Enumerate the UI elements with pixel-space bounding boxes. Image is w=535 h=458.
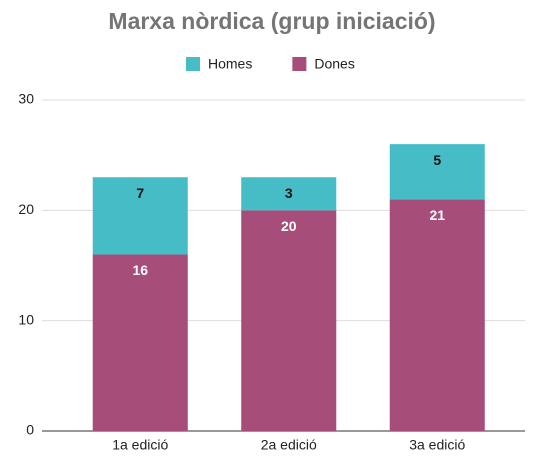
legend-label: Homes — [208, 56, 252, 72]
x-tick-label: 2a edició — [261, 437, 317, 453]
data-label: 16 — [132, 262, 148, 278]
bar-segment — [389, 144, 485, 200]
data-label: 7 — [136, 185, 144, 201]
bar-segment — [241, 210, 337, 431]
data-label: 5 — [433, 152, 441, 168]
y-tick-label: 10 — [18, 311, 34, 327]
data-label: 21 — [429, 207, 445, 223]
legend-swatch — [292, 57, 307, 71]
x-tick-label: 3a edició — [409, 437, 465, 453]
y-tick-label: 20 — [18, 201, 34, 217]
chart-title: Marxa nòrdica (grup iniciació) — [108, 8, 435, 34]
legend-swatch — [186, 57, 200, 71]
bar-segment — [92, 254, 188, 431]
data-label: 20 — [281, 218, 297, 234]
y-tick-label: 0 — [26, 422, 34, 438]
bar-segment — [389, 199, 485, 431]
legend-label: Dones — [314, 56, 354, 72]
bar-segment — [241, 177, 337, 211]
bar-segment — [92, 177, 188, 255]
x-tick-label: 1a edició — [112, 437, 168, 453]
data-label: 3 — [285, 185, 293, 201]
y-tick-label: 30 — [18, 91, 34, 107]
